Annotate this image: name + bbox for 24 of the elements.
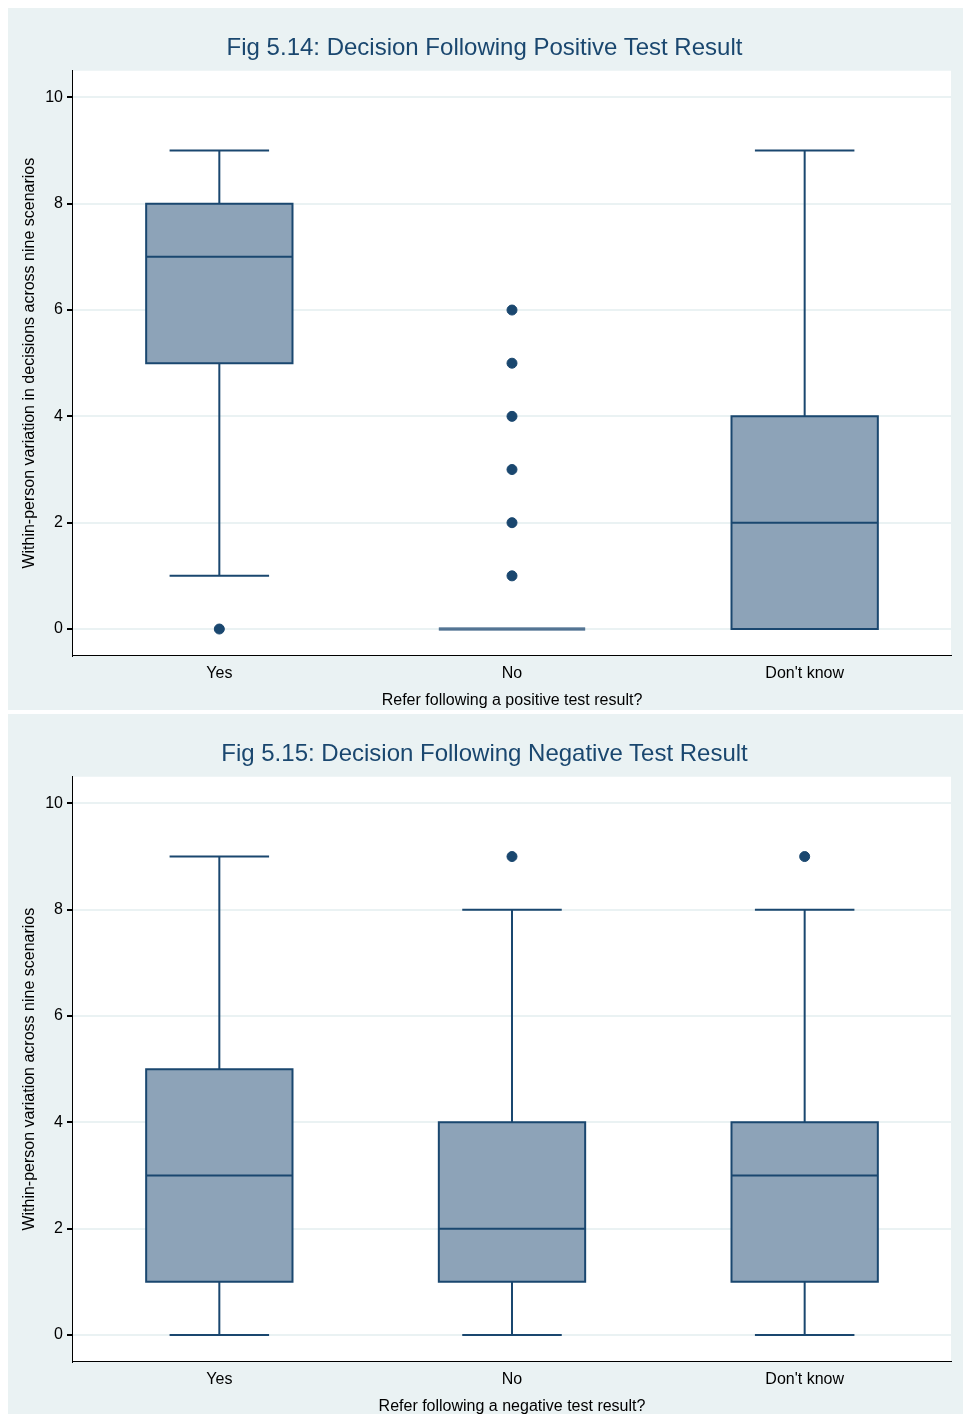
y-tick-label: 4 xyxy=(54,406,64,424)
x-axis-title: Refer following a positive test result? xyxy=(381,690,643,708)
y-tick-label: 6 xyxy=(54,300,64,318)
chart-title: Fig 5.15: Decision Following Negative Test Result xyxy=(221,739,749,767)
y-tick-label: 6 xyxy=(54,1006,64,1024)
chart-title: Fig 5.14: Decision Following Positive Test Result xyxy=(226,33,743,61)
x-tick-label: No xyxy=(501,1369,523,1387)
x-tick-label: Yes xyxy=(206,1369,233,1387)
y-tick-label: 8 xyxy=(54,900,64,918)
y-tick-label: 8 xyxy=(54,194,64,212)
y-tick-label: 2 xyxy=(54,513,64,531)
x-tick-label: Don't know xyxy=(765,1369,845,1387)
y-tick-label: 0 xyxy=(54,619,64,637)
y-axis-title: Within-person variation across nine scenarios xyxy=(20,907,38,1231)
x-axis-title: Refer following a negative test result? xyxy=(378,1396,646,1414)
y-tick-label: 10 xyxy=(45,793,64,811)
x-tick-label: No xyxy=(501,663,523,681)
x-tick-label: Don't know xyxy=(765,663,845,681)
y-tick-label: 0 xyxy=(54,1325,64,1343)
y-tick-label: 10 xyxy=(45,87,64,105)
y-axis-title: Within-person variation in decisions across nine scenarios xyxy=(20,157,38,569)
y-tick-label: 4 xyxy=(54,1112,64,1130)
y-tick-label: 2 xyxy=(54,1219,64,1237)
x-tick-label: Yes xyxy=(206,663,233,681)
